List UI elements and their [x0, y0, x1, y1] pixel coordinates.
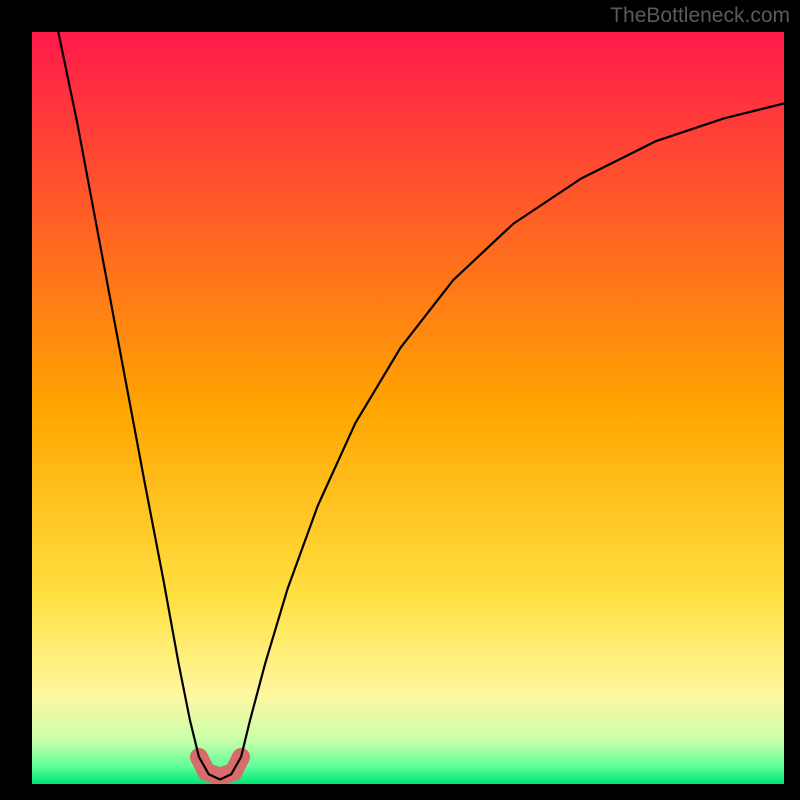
chart-canvas: TheBottleneck.com — [0, 0, 800, 800]
watermark-text: TheBottleneck.com — [610, 4, 790, 28]
curve-svg — [32, 32, 784, 784]
plot-area — [32, 32, 784, 784]
bottleneck-curve — [58, 32, 784, 779]
